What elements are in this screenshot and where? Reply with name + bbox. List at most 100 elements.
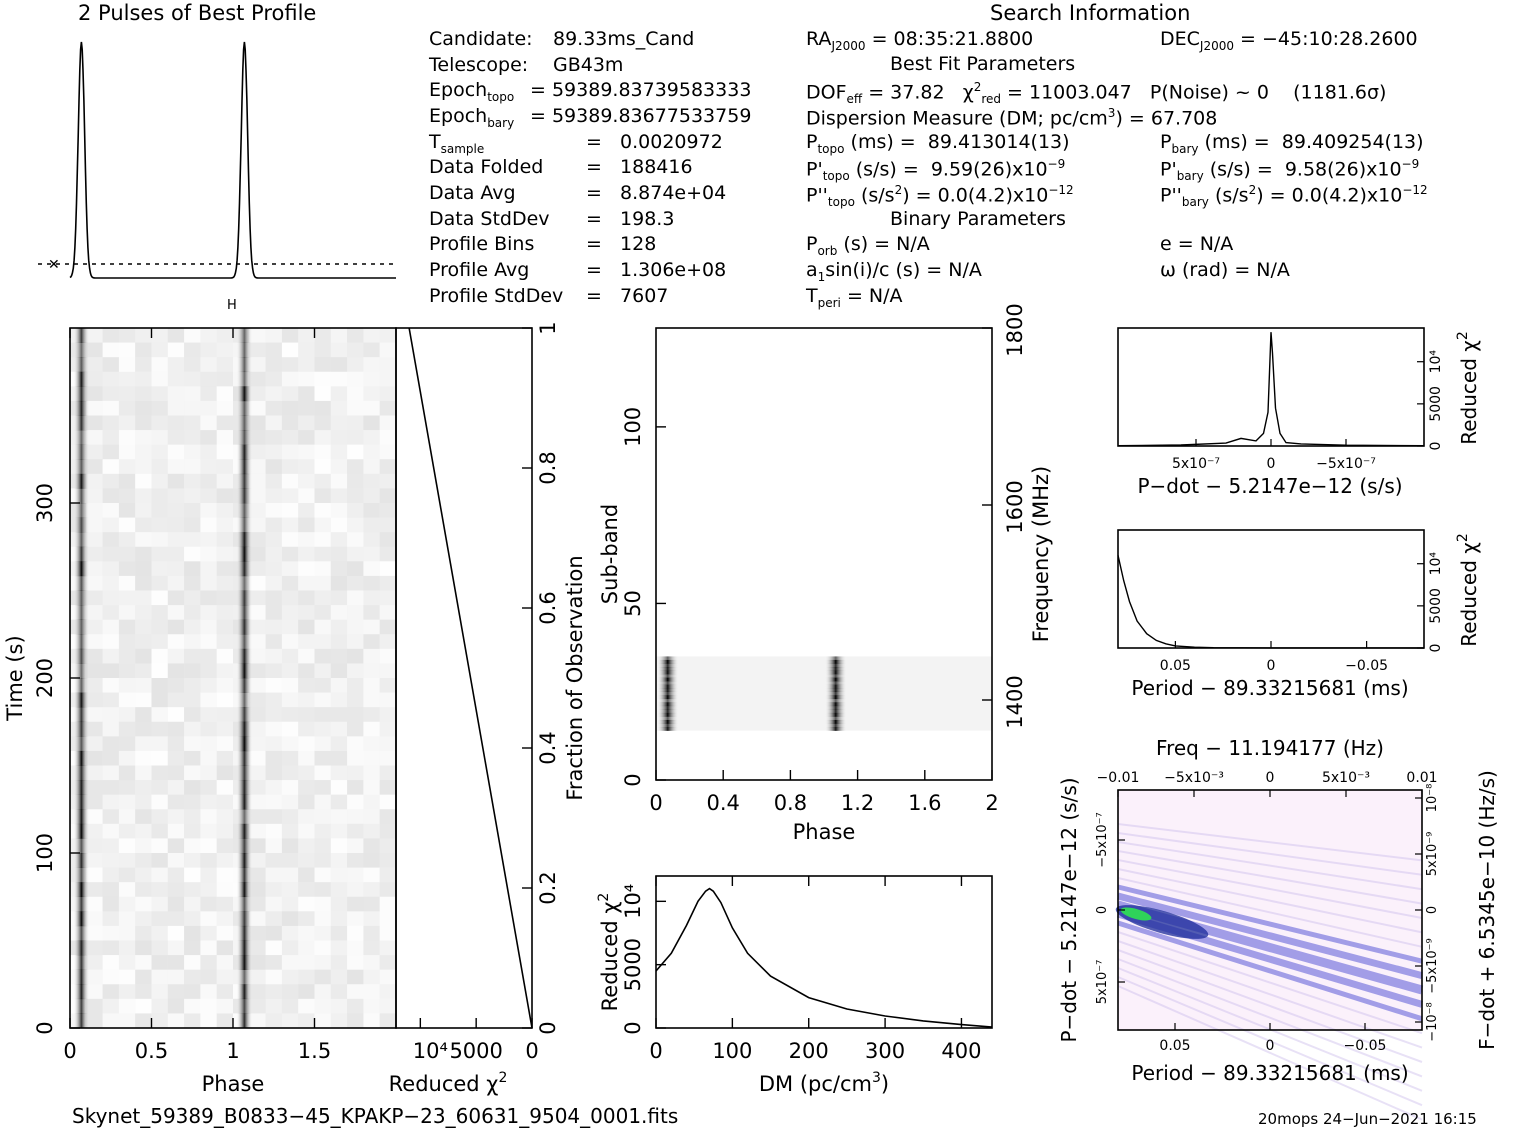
noise-cell (379, 619, 397, 635)
noise-cell (265, 736, 282, 752)
noise-cell (298, 765, 315, 781)
noise-cell (200, 590, 217, 606)
noise-cell (200, 780, 217, 795)
noise-cell (135, 882, 152, 898)
subband-pulse-1 (824, 684, 847, 689)
noise-cell (200, 692, 217, 708)
noise-cell (265, 342, 282, 358)
noise-cell (249, 911, 266, 927)
pulse-0-segment (73, 969, 90, 985)
noise-cell (86, 707, 103, 723)
noise-cell (86, 911, 103, 927)
noise-cell (330, 838, 348, 854)
noise-cell (379, 532, 397, 548)
noise-cell (347, 415, 364, 431)
noise-cell (151, 371, 168, 387)
noise-cell (249, 692, 266, 708)
noise-cell (363, 853, 380, 868)
noise-cell (330, 561, 348, 577)
noise-cell (135, 721, 152, 737)
pulse-1-segment (236, 692, 253, 708)
noise-cell (200, 853, 217, 868)
noise-cell (265, 1013, 282, 1029)
noise-cell (298, 634, 315, 650)
noise-cell (330, 853, 348, 868)
noise-cell (347, 867, 364, 883)
noise-cell (281, 459, 299, 475)
noise-cell (330, 634, 348, 650)
noise-cell (200, 488, 217, 504)
p-pdot-peak (1120, 907, 1152, 921)
noise-cell (167, 357, 185, 373)
noise-cell (265, 546, 282, 562)
noise-cell (363, 678, 380, 693)
noise-cell (86, 750, 103, 766)
noise-cell (200, 838, 217, 854)
noise-cell (379, 648, 397, 664)
info-datafolded-value: = 188416 (586, 156, 693, 178)
noise-cell (118, 867, 136, 883)
noise-cell (330, 823, 348, 839)
top-tick-label: 0 (1266, 770, 1275, 786)
noise-cell (167, 707, 185, 723)
noise-cell (281, 328, 299, 343)
noise-cell (151, 663, 168, 679)
noise-cell (249, 386, 266, 402)
noise-cell (298, 648, 315, 664)
sb-right-label: Frequency (MHz) (1029, 466, 1053, 642)
noise-cell (330, 998, 348, 1014)
noise-cell (265, 998, 282, 1014)
noise-cell (118, 955, 136, 970)
noise-cell (167, 896, 185, 912)
noise-cell (379, 546, 397, 562)
footer-stamp: 20mops 24−Jun−2021 16:15 (1258, 1110, 1477, 1128)
noise-cell (102, 473, 119, 489)
noise-cell (265, 823, 282, 839)
pulse-0-segment (73, 473, 90, 489)
pulse-0-segment (73, 371, 90, 387)
noise-cell (118, 517, 136, 533)
noise-cell (379, 955, 397, 970)
noise-cell (200, 473, 217, 489)
info-telescope-label: Telescope: (429, 54, 529, 76)
info-epoch-topo-value: = 59389.83739583333 (530, 79, 752, 101)
top-tick-label: 0.01 (1406, 770, 1437, 786)
noise-cell (265, 400, 282, 416)
noise-cell (167, 998, 185, 1014)
noise-cell (363, 940, 380, 956)
noise-cell (102, 925, 119, 941)
noise-cell (167, 925, 185, 941)
noise-cell (363, 925, 380, 941)
noise-cell (216, 1013, 234, 1029)
noise-cell (379, 809, 397, 825)
noise-cell (167, 444, 185, 460)
noise-cell (330, 575, 348, 591)
x-tick-label: 0 (649, 791, 662, 815)
noise-cell (379, 896, 397, 912)
pulse-0-segment (73, 546, 90, 562)
noise-cell (379, 415, 397, 431)
info-telescope-value: GB43m (553, 54, 624, 76)
noise-cell (363, 648, 380, 664)
noise-cell (135, 998, 152, 1014)
x-tick-label: 10⁴ (413, 1039, 448, 1063)
noise-cell (249, 736, 266, 752)
noise-cell (363, 619, 380, 635)
noise-cell (151, 386, 168, 402)
noise-cell (86, 984, 103, 1000)
noise-cell (330, 955, 348, 970)
noise-cell (135, 911, 152, 927)
pulse-1-segment (236, 663, 253, 679)
noise-cell (86, 663, 103, 679)
noise-cell (379, 575, 397, 591)
noise-cell (118, 838, 136, 854)
noise-cell (363, 896, 380, 912)
noise-cell (363, 328, 380, 343)
right-tick-label: 0.4 (536, 731, 560, 764)
noise-cell (379, 853, 397, 868)
noise-cell (330, 707, 348, 723)
noise-cell (249, 517, 266, 533)
noise-cell (281, 911, 299, 927)
pulse-1-segment (236, 430, 253, 445)
pulse-1-segment (236, 400, 253, 416)
